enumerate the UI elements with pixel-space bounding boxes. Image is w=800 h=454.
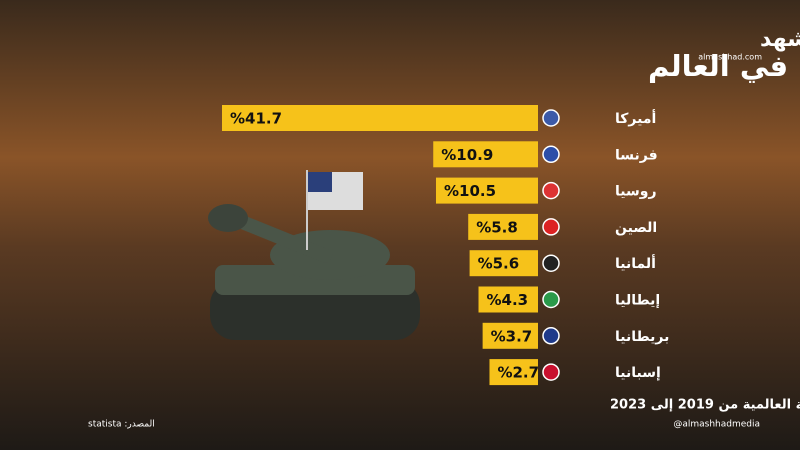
flag	[542, 254, 560, 272]
value-label: %3.7	[491, 327, 533, 345]
category-label: إيطاليا	[615, 293, 660, 309]
chart-title: أميركا أكبر مصدّر للسلاح في العالم	[648, 47, 800, 83]
value-label: %5.6	[478, 255, 520, 273]
value-label: %41.7	[230, 110, 282, 128]
flag	[542, 363, 560, 381]
website: almashhad.com	[698, 53, 762, 62]
flag	[542, 290, 560, 309]
bar	[222, 105, 538, 131]
source: المصدر: statista	[88, 420, 155, 430]
category-label: فرنسا	[615, 147, 658, 163]
bar	[469, 250, 538, 277]
flag	[542, 327, 560, 345]
subtitle: بحسب حصة كل دولة من صادرات الأسلحة العال…	[610, 396, 800, 413]
value-label: %4.3	[487, 291, 529, 309]
value-label: %10.9	[441, 146, 493, 164]
value-label: %10.5	[444, 182, 496, 200]
value-label: %2.7	[497, 364, 539, 382]
category-label: الصين	[615, 220, 657, 236]
bar	[489, 359, 538, 386]
category-label: إسبانيا	[615, 365, 661, 381]
flag	[542, 181, 560, 200]
category-label: أميركا	[615, 109, 656, 127]
bar	[468, 213, 538, 240]
category-label: روسيا	[615, 184, 657, 200]
bar	[433, 141, 538, 168]
flag	[542, 109, 560, 127]
flag	[542, 145, 560, 164]
flag	[542, 218, 560, 236]
bar	[482, 322, 538, 349]
handle: @almashhadmedia	[673, 420, 760, 430]
bar	[478, 286, 538, 313]
value-label: %5.8	[476, 218, 518, 236]
category-label: بريطانيا	[615, 329, 669, 345]
tank	[208, 170, 420, 340]
brand: المشهد	[760, 27, 800, 52]
category-label: ألمانيا	[615, 254, 656, 272]
bar	[435, 177, 538, 204]
